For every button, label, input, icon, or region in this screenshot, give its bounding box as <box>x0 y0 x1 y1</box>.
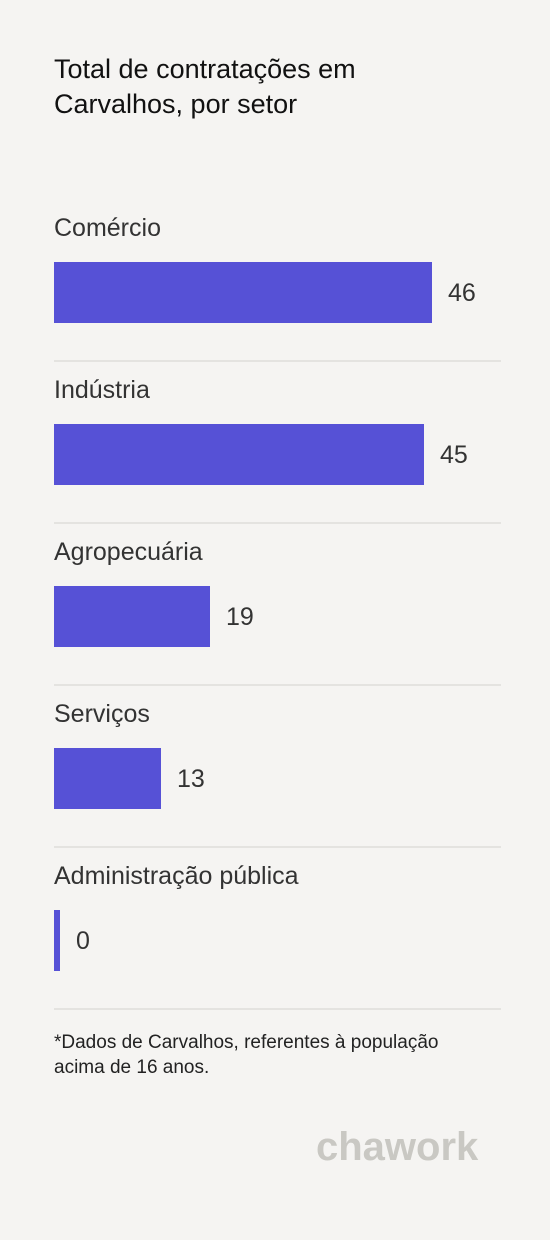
category-label: Serviços <box>54 700 150 728</box>
category-label: Indústria <box>54 376 150 404</box>
value-label: 0 <box>76 927 90 955</box>
bar-row: Agropecuária 19 <box>54 524 501 686</box>
category-label: Administração pública <box>54 862 299 890</box>
brand-logo: chawork <box>316 1125 479 1169</box>
bar <box>54 424 424 485</box>
bar-row: Serviços 13 <box>54 686 501 848</box>
bar <box>54 748 161 809</box>
value-label: 46 <box>448 279 476 307</box>
footnote: *Dados de Carvalhos, referentes à popula… <box>54 1032 439 1078</box>
bar-row: Indústria 45 <box>54 362 501 524</box>
category-label: Agropecuária <box>54 538 203 566</box>
brand-logo-text: chawork <box>316 1125 479 1169</box>
bar <box>54 586 210 647</box>
chart-title: Total de contratações em Carvalhos, por … <box>54 54 356 119</box>
bar <box>54 262 432 323</box>
value-label: 19 <box>226 603 254 631</box>
bar <box>54 910 60 971</box>
value-label: 45 <box>440 441 468 469</box>
category-label: Comércio <box>54 214 161 242</box>
value-label: 13 <box>177 765 205 793</box>
bar-row: Comércio 46 <box>54 200 501 362</box>
bar-row: Administração pública 0 <box>54 848 501 1010</box>
bar-chart: Comércio 46 Indústria 45 Agropecuária 19 Servi… <box>54 200 501 1010</box>
